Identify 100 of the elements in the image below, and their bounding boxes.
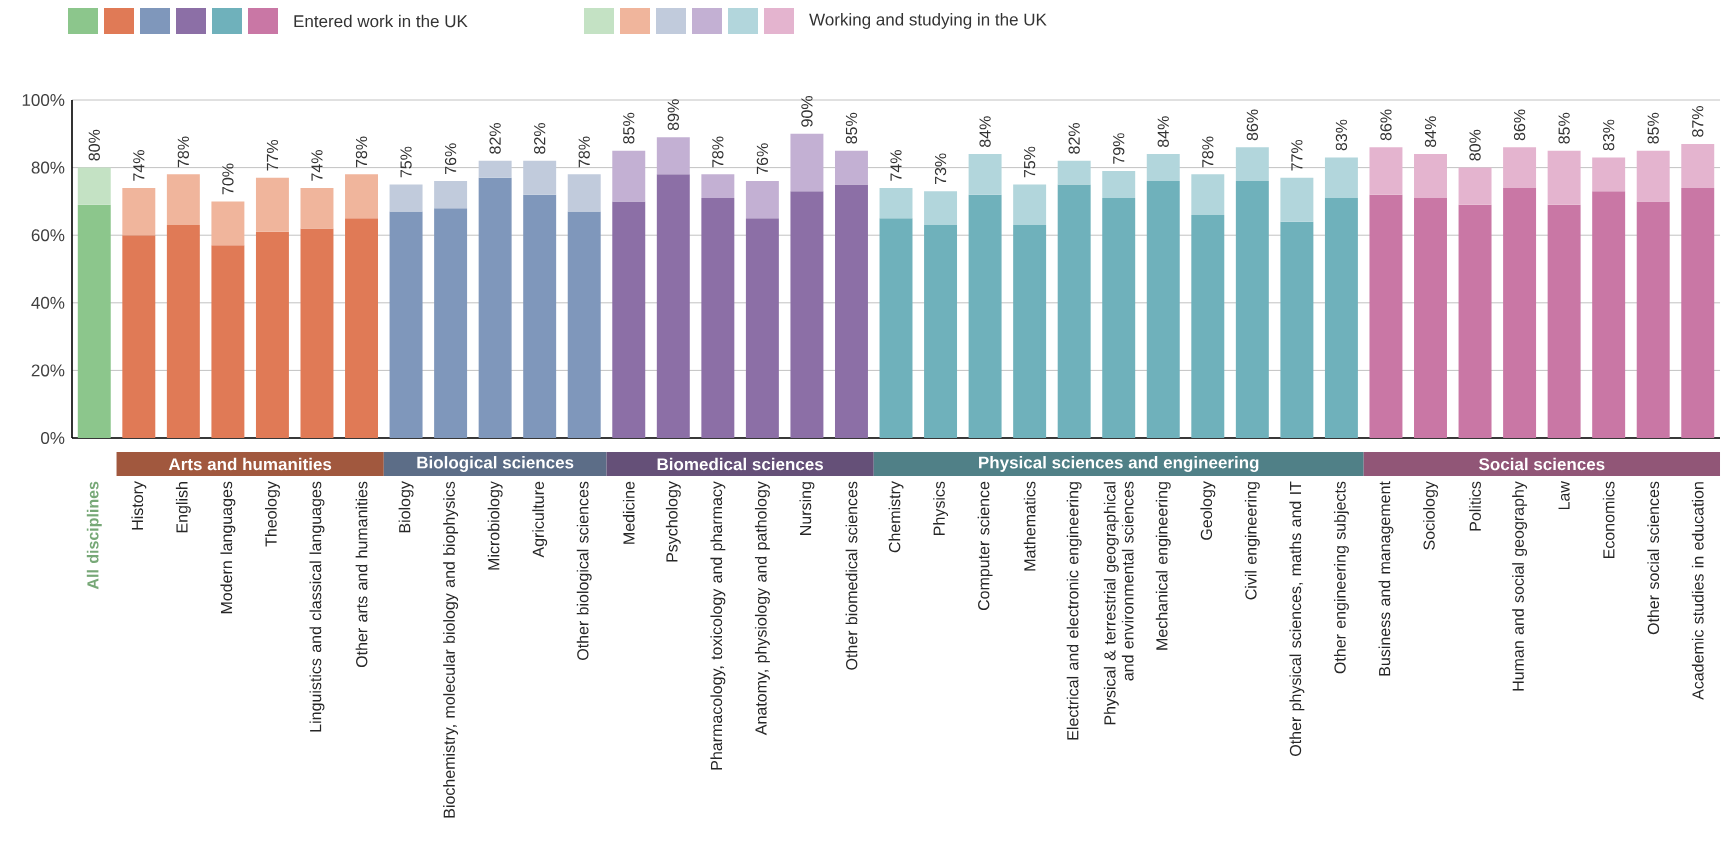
bar: [1146, 154, 1180, 182]
bar: [612, 201, 646, 438]
bar: [523, 160, 557, 195]
bar: [1503, 187, 1537, 438]
bar: [1280, 221, 1314, 438]
total-label: 78%: [355, 136, 368, 168]
bar: [1057, 160, 1091, 185]
x-tick-label: Modern languages: [220, 481, 236, 614]
bar: [389, 211, 423, 438]
bar: [1191, 214, 1225, 438]
x-tick-label: Other engineering subjects: [1333, 481, 1349, 674]
bar: [1013, 225, 1047, 438]
text: Biological sciences: [417, 456, 574, 472]
bar: [924, 225, 958, 438]
x-tick-label: Other social sciences: [1647, 481, 1660, 635]
bar: [211, 245, 245, 438]
x-tick-label: Electrical and electronic engineering: [1066, 482, 1082, 740]
x-tick-label: Other biomedical sciences: [845, 481, 858, 670]
x-tick-label: Geology: [1200, 481, 1216, 540]
x-tick-label: Business and management: [1378, 481, 1394, 676]
bar: [745, 181, 779, 219]
total-label: 85%: [623, 112, 635, 144]
total-label: 83%: [1603, 119, 1615, 151]
bar: [1592, 191, 1626, 438]
x-tick-label: Computer science: [977, 481, 993, 611]
x-tick-label: Pharmacology, toxicology and pharmacy: [710, 481, 726, 770]
x-tick-label: Chemistry: [888, 481, 904, 553]
x-tick-label: Mechanical engineering: [1155, 482, 1171, 650]
total-label: 84%: [1424, 116, 1437, 147]
bar: [1592, 157, 1626, 192]
x-tick-label: Sociology: [1423, 481, 1438, 550]
x-tick-label: Physics: [933, 481, 949, 535]
bar: [879, 218, 913, 438]
bar: [968, 154, 1002, 195]
total-label: 82%: [534, 123, 546, 154]
text: Physical sciences and engineering: [979, 456, 1259, 472]
x-tick-label: Linguistics and classical languages: [309, 481, 325, 732]
x-tick-label: History: [131, 481, 147, 530]
bar: [1102, 198, 1136, 438]
bar: [1235, 147, 1269, 182]
x-tick-label: Anatomy, physiology and pathology: [754, 481, 770, 736]
bar: [434, 208, 468, 438]
x-tick-label: Theology: [264, 481, 280, 547]
bar: [122, 235, 156, 438]
bar: [166, 225, 200, 438]
total-label: 77%: [1291, 139, 1303, 171]
bar: [1369, 194, 1403, 438]
total-label: 85%: [1558, 112, 1570, 144]
bar: [166, 174, 200, 226]
x-tick-label: Academic studies in education: [1691, 482, 1704, 700]
bar: [790, 133, 824, 192]
x-tick-label: Nursing: [799, 482, 815, 535]
bar: [656, 137, 690, 175]
total-label: 73%: [934, 153, 947, 185]
bar: [612, 150, 646, 202]
total-label: 82%: [489, 123, 501, 154]
bar: [523, 194, 557, 438]
bar: [1324, 157, 1358, 199]
x-tick-label: Medicine: [622, 481, 635, 544]
total-label: 75%: [1024, 146, 1036, 178]
bar: [924, 191, 958, 226]
x-tick-label: All disciplines: [86, 481, 102, 590]
x-tick-label: Mathematics: [1023, 481, 1036, 571]
total-label: 79%: [1113, 133, 1125, 164]
total-label: 82%: [1068, 123, 1080, 154]
total-label: 85%: [1647, 112, 1659, 144]
bar: [478, 160, 512, 178]
total-label: 78%: [578, 136, 590, 168]
bar: [1191, 174, 1225, 215]
y-tick-label: 80%: [31, 161, 65, 174]
bar: [1235, 181, 1269, 438]
x-tick-label: Law: [1558, 481, 1570, 510]
bar: [1414, 154, 1447, 199]
bar: [1681, 187, 1715, 438]
total-label: 74%: [133, 150, 145, 181]
total-label: 83%: [1335, 119, 1348, 151]
bar: [968, 194, 1002, 438]
bar: [434, 181, 468, 209]
total-label: 76%: [756, 143, 769, 174]
bar: [834, 184, 868, 438]
bar: [300, 228, 334, 438]
bar: [345, 218, 378, 438]
text: Arts and humanities: [168, 457, 332, 471]
bar: [1681, 143, 1715, 188]
total-label: 84%: [1157, 116, 1169, 147]
bar: [834, 150, 868, 185]
total-label: 80%: [88, 129, 100, 161]
bar: [255, 231, 289, 438]
bar: [1547, 204, 1581, 438]
bar: [879, 187, 913, 219]
y-tick-label: 60%: [31, 229, 65, 242]
total-label: 77%: [266, 139, 279, 171]
text: Social sciences: [1479, 457, 1605, 471]
total-label: 87%: [1692, 106, 1704, 137]
bar: [790, 191, 824, 438]
bar: [255, 177, 289, 232]
bar: [1636, 150, 1670, 202]
x-tick-label: Biochemistry, molecular biology and biophysics: [443, 481, 459, 818]
total-label: 78%: [712, 136, 724, 168]
bar: [1636, 201, 1670, 438]
